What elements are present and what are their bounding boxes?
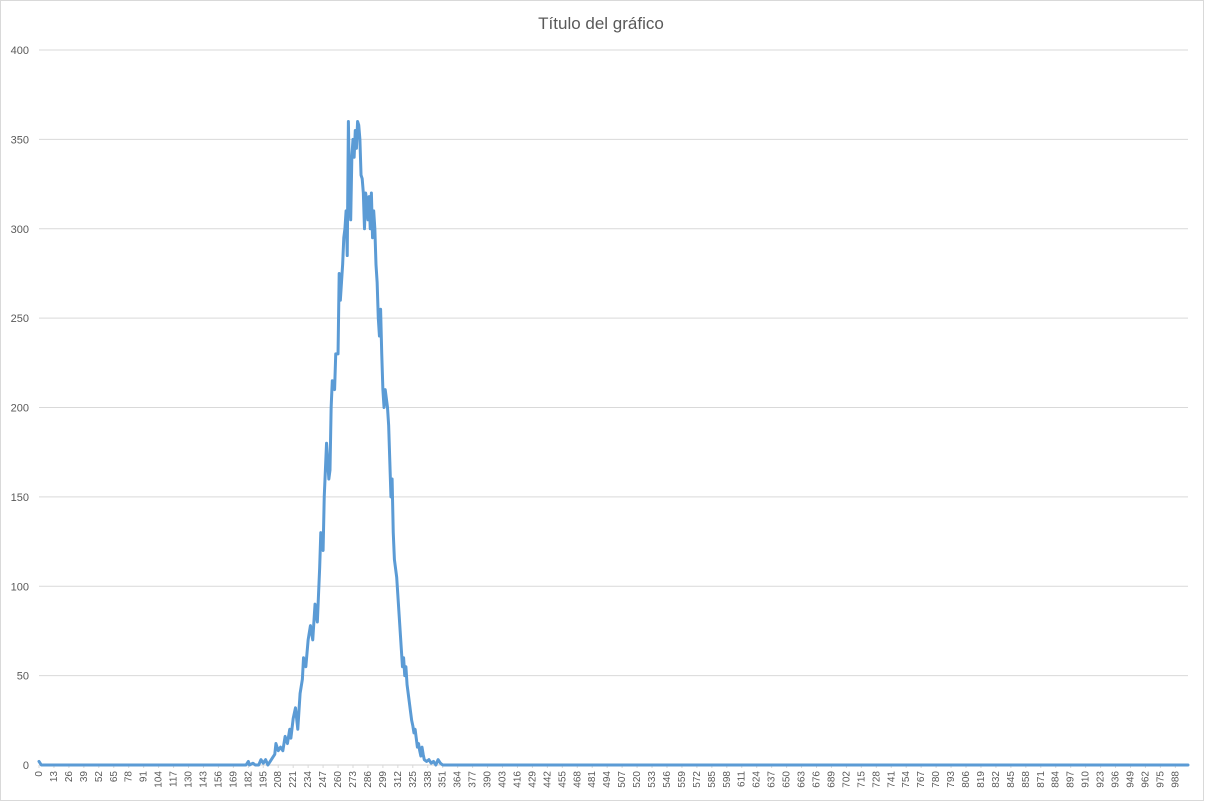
y-tick-label: 150 [11,492,29,504]
x-tick-label: 13 [49,771,60,783]
x-tick-label: 234 [303,771,314,788]
x-tick-label: 338 [423,771,434,788]
series-line-0 [37,120,1190,767]
y-axis: 0 50 100 150 200 250 300 350 400 [11,45,29,772]
x-tick-label: 299 [378,771,389,788]
x-tick-label: 624 [752,771,763,788]
x-tick-label: 351 [438,771,449,788]
x-tick-label: 247 [318,771,329,788]
x-tick-label: 936 [1111,771,1122,788]
x-tick-label: 286 [363,771,374,788]
x-tick-label: 117 [169,771,180,787]
x-tick-label: 637 [767,771,778,788]
y-tick-label: 50 [17,671,29,683]
x-tick-label: 780 [931,771,942,788]
x-tick-label: 754 [901,771,912,788]
x-tick-label: 559 [677,771,688,788]
x-tick-label: 689 [826,771,837,788]
x-tick-label: 546 [662,771,673,788]
x-tick-label: 312 [393,771,404,788]
x-tick-label: 676 [812,771,823,788]
x-tick-label: 468 [572,771,583,788]
gridlines [39,49,1188,766]
y-tick-label: 350 [11,134,29,146]
x-tick-label: 481 [587,771,598,788]
x-tick-label: 962 [1140,771,1151,788]
x-tick-label: 0 [34,771,45,777]
x-tick-label: 78 [124,771,135,783]
y-tick-label: 0 [23,760,29,772]
x-tick-label: 611 [737,771,748,787]
x-tick-label: 819 [976,771,987,788]
x-tick-label: 442 [542,771,553,788]
series-layer [37,120,1190,767]
x-axis: 0 13 26 39 52 65 78 91 104 117 130 143 156 169 182 195 2… [34,765,1181,788]
y-tick-label: 300 [11,224,29,236]
x-tick-label: 325 [408,771,419,788]
x-tick-label: 52 [94,771,105,783]
x-tick-label: 793 [946,771,957,788]
x-tick-label: 767 [916,771,927,788]
x-tick-label: 182 [243,771,254,788]
x-tick-label: 897 [1066,771,1077,788]
x-tick-label: 650 [782,771,793,788]
x-tick-label: 858 [1021,771,1032,788]
x-tick-label: 572 [692,771,703,788]
y-tick-label: 200 [11,403,29,415]
x-tick-label: 273 [348,771,359,788]
x-tick-label: 975 [1155,771,1166,788]
x-tick-label: 845 [1006,771,1017,788]
x-tick-label: 728 [871,771,882,788]
x-tick-label: 260 [333,771,344,788]
x-tick-label: 455 [557,771,568,788]
x-tick-label: 26 [64,771,75,783]
x-tick-label: 884 [1051,771,1062,788]
x-tick-label: 143 [198,771,209,788]
x-tick-label: 598 [722,771,733,788]
x-tick-label: 715 [856,771,867,788]
x-tick-label: 91 [139,771,150,783]
x-tick-label: 741 [886,771,897,788]
y-tick-label: 100 [11,581,29,593]
x-tick-label: 923 [1096,771,1107,788]
x-tick-label: 988 [1170,771,1181,788]
x-tick-label: 507 [617,771,628,788]
x-tick-label: 195 [258,771,269,788]
x-tick-label: 585 [707,771,718,788]
x-tick-label: 390 [483,771,494,788]
x-tick-label: 104 [154,771,165,788]
chart-title: Título del gráfico [538,14,664,33]
y-tick-label: 400 [11,45,29,57]
x-tick-label: 65 [109,771,120,783]
x-tick-label: 533 [647,771,658,788]
x-tick-label: 429 [527,771,538,788]
x-tick-label: 208 [273,771,284,788]
x-tick-label: 663 [797,771,808,788]
x-tick-label: 910 [1081,771,1092,788]
x-tick-label: 130 [184,771,195,788]
x-tick-label: 702 [841,771,852,788]
x-tick-label: 156 [213,771,224,788]
y-tick-label: 250 [11,313,29,325]
x-tick-label: 416 [512,771,523,788]
x-tick-label: 403 [498,771,509,788]
x-tick-label: 221 [288,771,299,788]
x-tick-label: 871 [1036,771,1047,788]
x-tick-label: 520 [632,771,643,788]
x-tick-label: 832 [991,771,1002,788]
x-tick-label: 169 [228,771,239,788]
x-tick-label: 949 [1125,771,1136,788]
x-tick-label: 806 [961,771,972,788]
x-tick-label: 377 [468,771,479,788]
x-tick-label: 364 [453,771,464,788]
x-tick-label: 39 [79,771,90,783]
x-tick-label: 494 [602,771,613,788]
